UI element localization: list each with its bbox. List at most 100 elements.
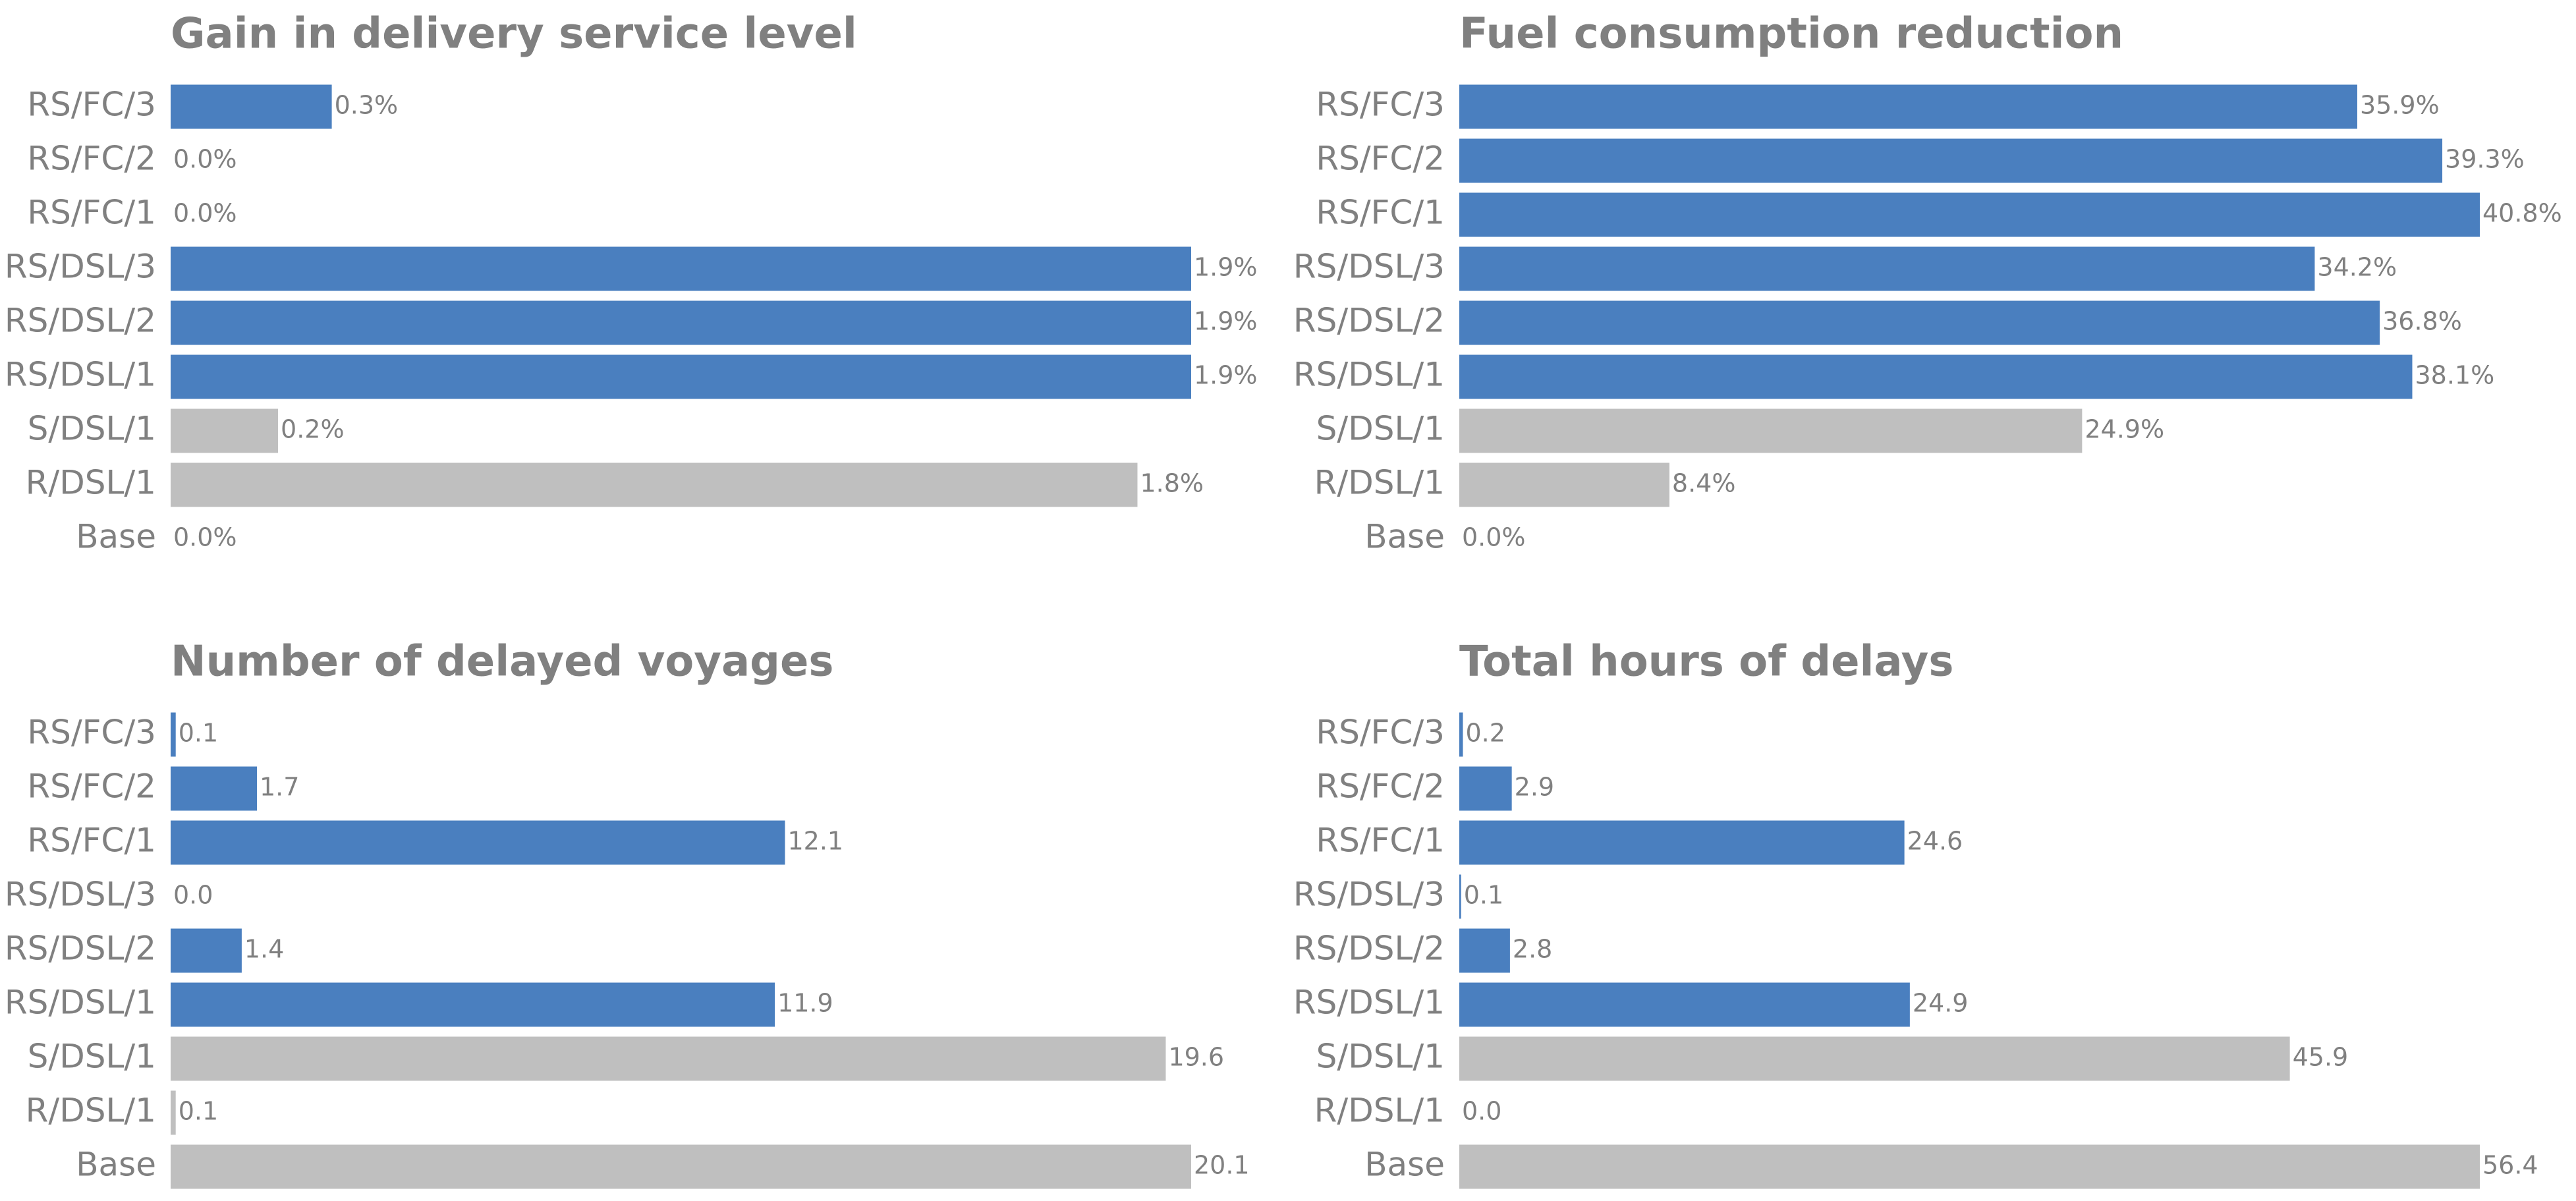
data-label: 0.0: [173, 881, 213, 910]
category-label: RS/FC/2: [1316, 140, 1445, 178]
category-label: RS/DSL/1: [1293, 984, 1445, 1022]
category-label: Base: [76, 518, 156, 556]
bar: [1459, 874, 1461, 919]
category-label: RS/FC/1: [1316, 194, 1445, 232]
category-label: Base: [1364, 1146, 1445, 1184]
data-label: 20.1: [1194, 1151, 1250, 1180]
data-label: 24.6: [1907, 827, 1963, 856]
category-label: RS/DSL/3: [5, 248, 156, 286]
category-label: RS/FC/2: [27, 768, 156, 806]
category-label: RS/DSL/2: [5, 302, 156, 340]
category-label: RS/FC/3: [27, 713, 156, 752]
bar: [1459, 982, 1910, 1027]
bar: [1459, 928, 1510, 973]
category-label: RS/FC/1: [1316, 822, 1445, 860]
data-label: 1.9%: [1194, 253, 1258, 282]
category-label: RS/DSL/2: [1293, 930, 1445, 968]
bar: [1459, 300, 2380, 345]
data-label: 8.4%: [1672, 469, 1736, 498]
data-label: 56.4: [2482, 1151, 2538, 1180]
bar: [1459, 1036, 2290, 1081]
data-label: 0.0%: [173, 145, 237, 174]
data-label: 0.0%: [173, 199, 237, 228]
data-label: 34.2%: [2317, 253, 2397, 282]
data-label: 19.6: [1168, 1043, 1224, 1072]
data-label: 2.9: [1515, 773, 1554, 802]
category-label: RS/FC/3: [27, 86, 156, 124]
category-label: RS/DSL/3: [5, 876, 156, 914]
category-label: S/DSL/1: [28, 1038, 156, 1076]
bar: [1459, 1144, 2480, 1189]
bar: [171, 1036, 1166, 1081]
data-label: 12.1: [787, 827, 843, 856]
category-label: RS/FC/1: [27, 822, 156, 860]
chart-title: Gain in delivery service level: [171, 10, 857, 59]
bar: [1459, 192, 2480, 237]
bar: [171, 84, 332, 129]
bar: [171, 766, 258, 811]
category-label: RS/DSL/3: [1293, 248, 1445, 286]
data-label: 38.1%: [2415, 361, 2494, 390]
data-label: 35.9%: [2360, 91, 2440, 120]
data-label: 45.9: [2293, 1043, 2349, 1072]
category-label: Base: [1364, 518, 1445, 556]
chart-title: Total hours of delays: [1459, 638, 1953, 686]
category-label: S/DSL/1: [1316, 1038, 1445, 1076]
chart-title: Fuel consumption reduction: [1459, 10, 2123, 59]
category-label: RS/FC/2: [27, 140, 156, 178]
category-label: R/DSL/1: [26, 464, 156, 502]
bar: [171, 246, 1191, 291]
data-label: 0.0%: [173, 523, 237, 552]
category-label: RS/DSL/1: [5, 356, 156, 394]
bar: [171, 462, 1138, 507]
bar: [1459, 712, 1463, 757]
category-label: RS/DSL/2: [1293, 302, 1445, 340]
data-label: 0.0: [1462, 1097, 1501, 1126]
category-label: RS/FC/1: [27, 194, 156, 232]
data-label: 1.7: [260, 773, 299, 802]
category-label: Base: [76, 1146, 156, 1184]
bar: [1459, 408, 2083, 453]
data-label: 1.8%: [1140, 469, 1204, 498]
category-label: RS/FC/3: [1316, 713, 1445, 752]
data-label: 0.1: [179, 719, 218, 748]
bar: [171, 1144, 1191, 1189]
data-label: 1.9%: [1194, 307, 1258, 336]
data-label: 11.9: [777, 989, 833, 1018]
category-label: S/DSL/1: [1316, 410, 1445, 448]
data-label: 1.4: [244, 935, 284, 964]
chart-title: Number of delayed voyages: [171, 638, 833, 686]
category-label: R/DSL/1: [26, 1092, 156, 1130]
category-label: R/DSL/1: [1314, 464, 1445, 502]
bar: [171, 1090, 176, 1135]
bar: [1459, 138, 2443, 183]
category-label: RS/FC/3: [1316, 86, 1445, 124]
data-label: 24.9: [1913, 989, 1969, 1018]
category-label: RS/DSL/1: [1293, 356, 1445, 394]
category-label: RS/DSL/1: [5, 984, 156, 1022]
category-label: RS/DSL/2: [5, 930, 156, 968]
data-label: 39.3%: [2445, 145, 2525, 174]
category-label: R/DSL/1: [1314, 1092, 1445, 1130]
bar: [171, 712, 176, 757]
data-label: 2.8: [1513, 935, 1552, 964]
bar: [1459, 766, 1512, 811]
bar: [1459, 246, 2315, 291]
data-label: 24.9%: [2085, 415, 2164, 444]
data-label: 0.3%: [335, 91, 399, 120]
data-label: 0.2: [1465, 719, 1505, 748]
bar: [171, 820, 785, 865]
bar: [1459, 820, 1905, 865]
bar: [1459, 84, 2357, 129]
data-label: 0.1: [179, 1097, 218, 1126]
bar: [171, 408, 279, 453]
data-label: 0.1: [1464, 881, 1503, 910]
data-label: 0.0%: [1462, 523, 1526, 552]
category-label: RS/DSL/3: [1293, 876, 1445, 914]
bar: [171, 982, 775, 1027]
bar: [171, 354, 1191, 399]
data-label: 1.9%: [1194, 361, 1258, 390]
bar: [1459, 462, 1669, 507]
